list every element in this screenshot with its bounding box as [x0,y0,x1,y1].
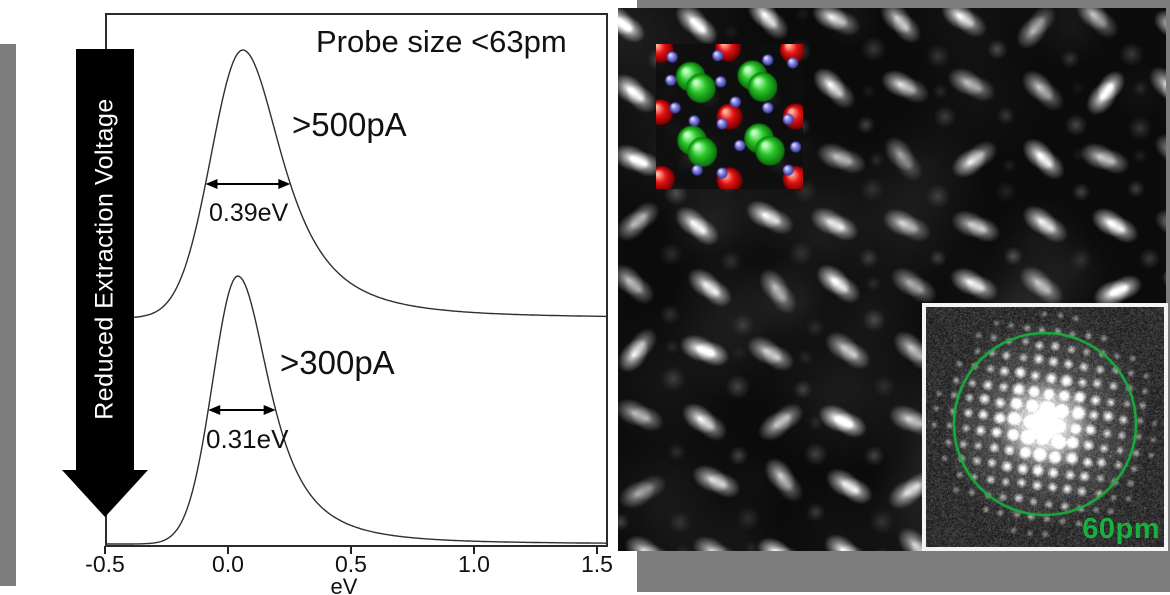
fwhm-label-lower: 0.31eV [206,424,289,454]
x-tick-label-3: 1.0 [458,551,490,577]
x-tick-label-0: -0.5 [85,551,125,577]
series-label-500pA: >500pA [292,106,407,143]
fwhm-label-upper: 0.39eV [209,199,289,227]
x-tick-label-4: 1.5 [581,551,613,577]
left-gray-bar [0,44,16,586]
x-tick-label-1: 0.0 [212,551,244,577]
x-tick-label-2: 0.5 [335,551,367,577]
fft-inset: 60pm [922,303,1168,551]
plot-frame [105,13,608,547]
x-axis-label: eV [330,574,358,595]
fft-diffractogram [926,307,1164,547]
crystal-model-inset [656,44,803,189]
series-label-300pA: >300pA [280,344,395,381]
plot-title: Probe size <63pm [316,24,567,59]
fft-resolution-label: 60pm [1082,513,1160,545]
